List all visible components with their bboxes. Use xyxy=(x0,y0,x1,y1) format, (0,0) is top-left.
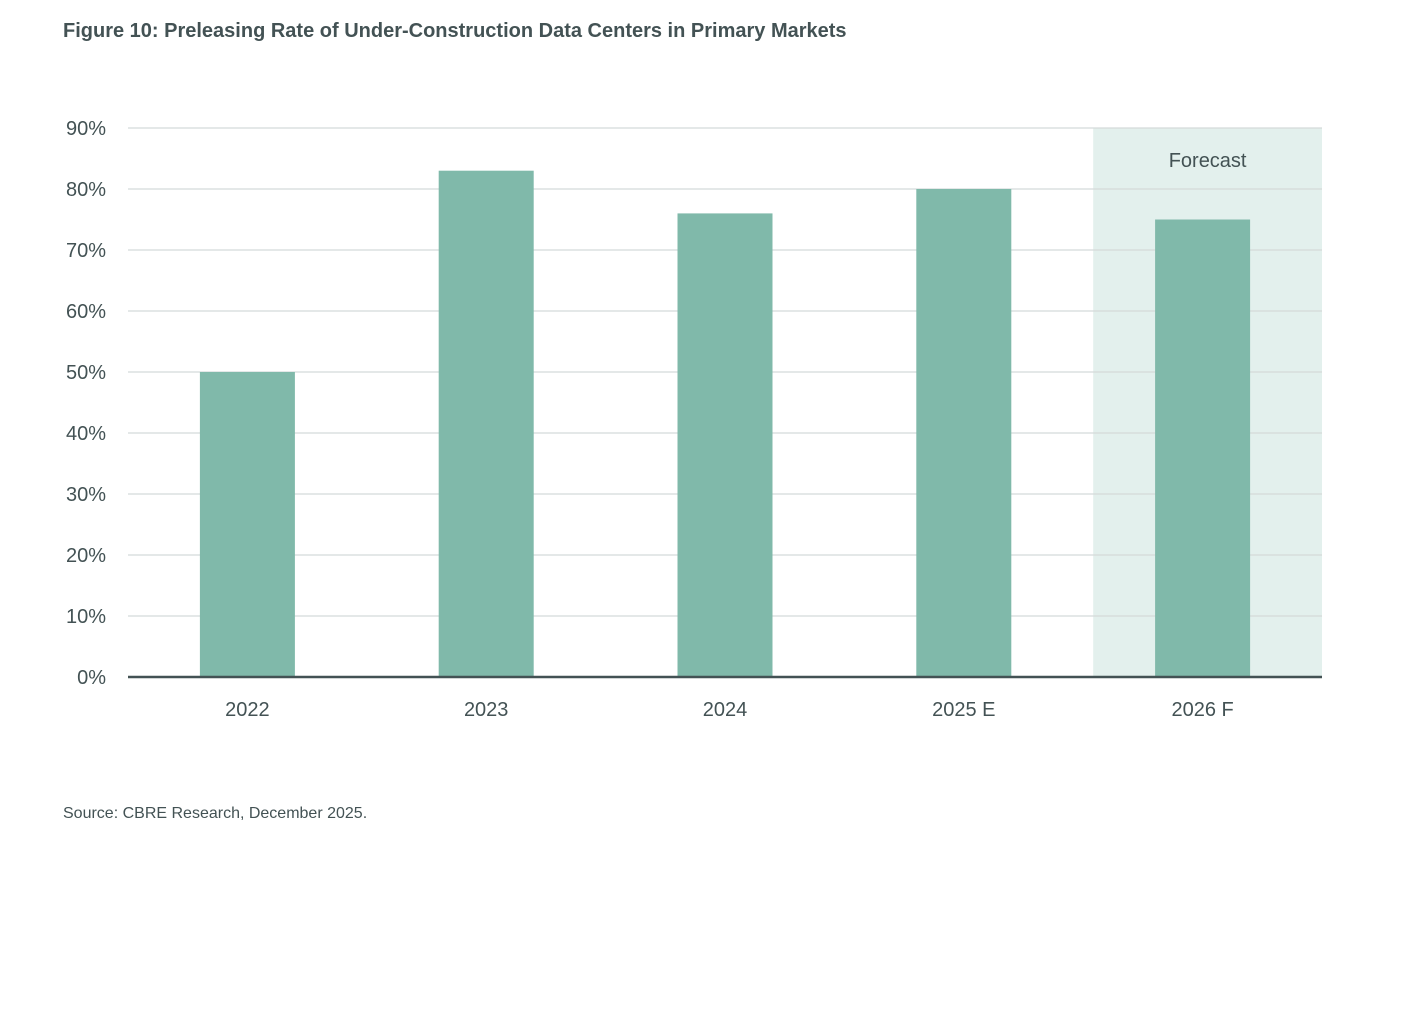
x-tick-label: 2026 F xyxy=(1171,699,1233,721)
y-tick-label: 60% xyxy=(66,301,106,323)
bar-2025-e xyxy=(916,189,1012,677)
y-tick-label: 70% xyxy=(66,240,106,262)
y-tick-label: 90% xyxy=(66,118,106,140)
bar-chart: Forecast 0% 10% 20% 30% 40% 50% 60% 70% 80% 90% 202… xyxy=(66,118,1322,721)
x-tick-label: 2025 E xyxy=(932,699,995,721)
y-tick-label: 80% xyxy=(66,179,106,201)
x-tick-label: 2023 xyxy=(464,699,509,721)
y-tick-label: 40% xyxy=(66,423,106,445)
bar-2024 xyxy=(677,213,773,677)
x-tick-label: 2022 xyxy=(225,699,270,721)
y-tick-label: 50% xyxy=(66,362,106,384)
x-tick-label: 2024 xyxy=(703,699,748,721)
y-tick-label: 10% xyxy=(66,606,106,628)
bar-2026-f xyxy=(1155,219,1251,677)
y-tick-label: 30% xyxy=(66,484,106,506)
chart-canvas: Forecast 0% 10% 20% 30% 40% 50% 60% 70% 80% 90% 202… xyxy=(66,118,1322,721)
bar-2022 xyxy=(199,372,295,677)
y-tick-label: 0% xyxy=(77,667,106,689)
figure-title: Figure 10: Preleasing Rate of Under-Cons… xyxy=(63,20,847,42)
y-tick-label: 20% xyxy=(66,545,106,567)
source-note: Source: CBRE Research, December 2025. xyxy=(63,805,368,822)
bar-2023 xyxy=(438,170,534,677)
forecast-label: Forecast xyxy=(1169,150,1247,172)
